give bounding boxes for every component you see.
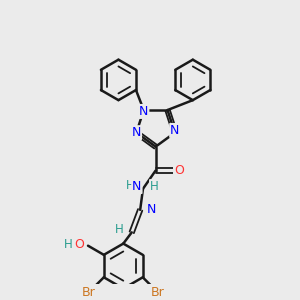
Text: H: H	[150, 180, 159, 193]
Text: Br: Br	[82, 286, 96, 299]
Text: N: N	[139, 105, 148, 118]
Text: H: H	[64, 238, 73, 251]
Text: N: N	[132, 180, 142, 193]
Text: N: N	[130, 179, 140, 193]
Text: H: H	[115, 223, 124, 236]
Text: N: N	[170, 124, 179, 137]
Text: Br: Br	[151, 286, 165, 299]
Text: N: N	[146, 203, 156, 216]
Text: O: O	[174, 164, 184, 177]
Text: N: N	[132, 126, 141, 139]
Text: H: H	[126, 179, 135, 193]
Text: O: O	[74, 238, 84, 251]
